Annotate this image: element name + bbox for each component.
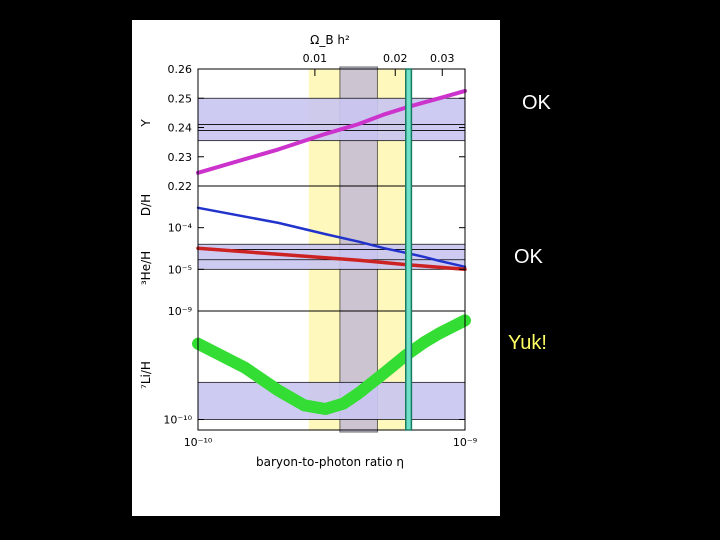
Li7H-ytick-label-0: 10⁻⁹	[168, 305, 192, 318]
top-axis-label: Ω_B h²	[310, 33, 350, 47]
top-tick-label-2: 0.03	[430, 52, 455, 65]
x-axis-label: baryon-to-photon ratio η	[256, 455, 404, 469]
Y-ytick-label-2: 0.24	[168, 122, 193, 135]
Li7H-ytick-label-1: 10⁻¹⁰	[163, 413, 192, 426]
li7h-axis-label: ⁷Li/H	[139, 361, 153, 389]
li-status-note: Yuk!	[508, 332, 547, 354]
y-curve	[196, 88, 467, 175]
Y-ytick-label-4: 0.26	[168, 63, 193, 76]
li7h-curve	[192, 314, 471, 415]
DH_He3H-ytick-label-1: 10⁻⁵	[168, 263, 192, 276]
Y-ytick-label-3: 0.25	[168, 92, 193, 105]
y-status-note: OK	[522, 92, 551, 114]
y-axis-label: Y	[139, 119, 153, 128]
xtick-label-0: 10⁻¹⁰	[184, 436, 213, 449]
he3h-axis-label: ³He/H	[139, 251, 153, 285]
Y-ytick-label-0: 0.22	[168, 180, 193, 193]
Y-obs-band	[197, 97, 466, 142]
he3h-curve	[196, 246, 467, 272]
dh-status-note: OK	[514, 246, 543, 268]
Y-ytick-label-1: 0.23	[168, 151, 193, 164]
DH_He3H-ytick-label-0: 10⁻⁴	[168, 222, 193, 235]
dh-axis-label: D/H	[139, 194, 153, 216]
xtick-label-1: 10⁻⁹	[453, 436, 477, 449]
top-tick-label-0: 0.01	[303, 52, 328, 65]
cmb-eta-band	[405, 68, 413, 431]
Li7H-panel-frame	[197, 310, 466, 431]
dh-curve	[196, 206, 467, 269]
top-tick-label-1: 0.02	[383, 52, 408, 65]
